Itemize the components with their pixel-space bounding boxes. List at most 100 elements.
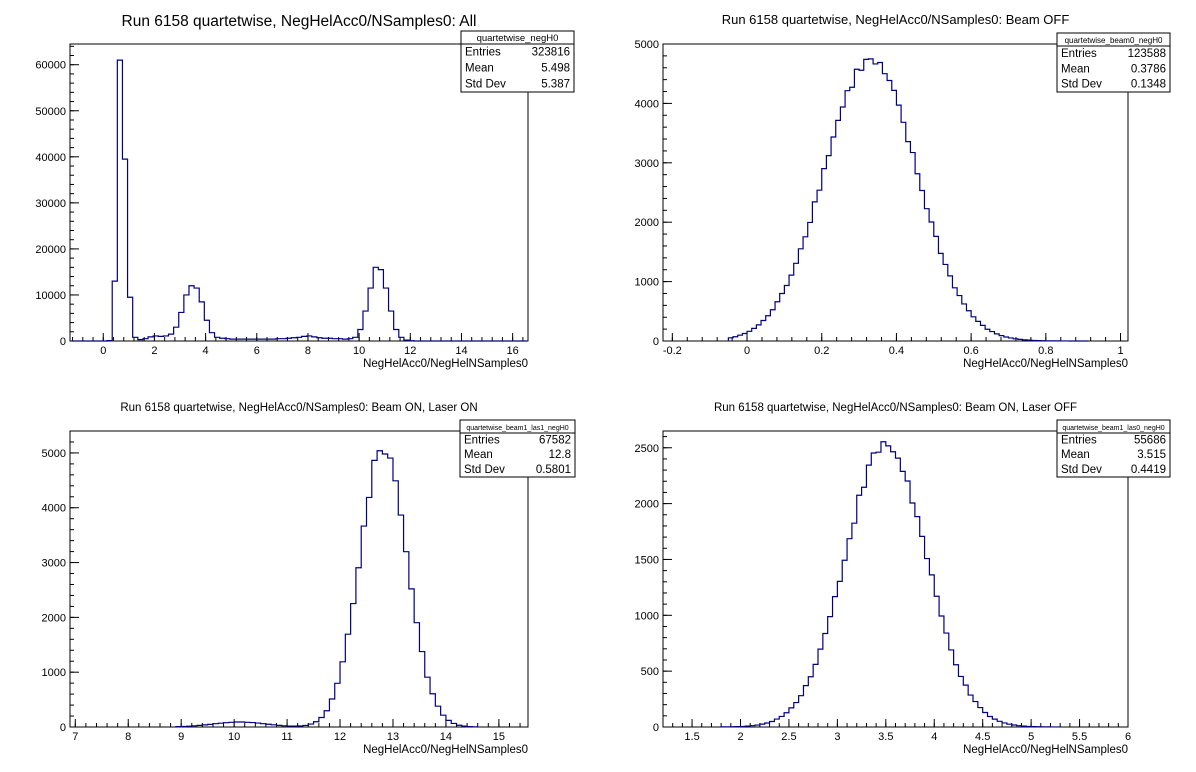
stats-label-entries: Entries	[1061, 435, 1097, 447]
stats-value-entries: 123588	[1128, 48, 1166, 60]
y-tick-label: 20000	[35, 244, 66, 256]
x-axis-label: NegHelAcc0/NegHelNSamples0	[963, 358, 1128, 370]
y-tick-label: 4000	[42, 503, 66, 515]
x-tick-label: 10	[228, 731, 240, 743]
x-tick-label: 14	[455, 345, 467, 357]
panel-title: Run 6158 quartetwise, NegHelAcc0/NSample…	[722, 12, 1070, 27]
x-tick-label: -0.2	[663, 345, 682, 357]
y-tick-label: 4000	[635, 98, 659, 110]
stats-value-entries: 323816	[532, 47, 570, 59]
x-tick-label: 7	[72, 731, 78, 743]
stats-label-mean: Mean	[464, 449, 493, 461]
stats-box-frame	[1056, 32, 1171, 93]
histogram-panel-1: Run 6158 quartetwise, NegHelAcc0/NSample…	[35, 13, 575, 370]
x-tick-label: 5.5	[1072, 731, 1087, 743]
panel-title: Run 6158 quartetwise, NegHelAcc0/NSample…	[120, 402, 477, 414]
histogram-panel-3: Run 6158 quartetwise, NegHelAcc0/NSample…	[42, 402, 576, 756]
histogram-series	[175, 450, 479, 728]
x-tick-label: 5	[1028, 731, 1034, 743]
x-tick-label: 1.5	[684, 731, 699, 743]
histogram-panel-2: Run 6158 quartetwise, NegHelAcc0/NSample…	[635, 12, 1171, 370]
stats-name: quartetwise_negH0	[477, 33, 559, 44]
x-tick-label: 0.2	[814, 345, 829, 357]
stats-box: quartetwise_beam0_negH0 Entries 123588 Mean…	[1056, 32, 1171, 93]
panel-title: Run 6158 quartetwise, NegHelAcc0/NSample…	[714, 402, 1077, 414]
x-tick-label: 15	[493, 731, 505, 743]
stats-value-std_dev: 0.4419	[1131, 464, 1166, 476]
x-tick-label: 4.5	[975, 731, 990, 743]
histogram-series	[71, 59, 527, 342]
y-tick-label: 10000	[35, 290, 66, 302]
x-tick-label: 12	[334, 731, 346, 743]
stats-box-frame	[459, 419, 576, 478]
stats-value-entries: 55686	[1134, 435, 1166, 447]
y-tick-label: 1000	[635, 277, 659, 289]
y-tick-label: 2500	[635, 443, 659, 455]
stats-box: quartetwise_beam1_las0_negH0 Entries 55686…	[1056, 419, 1171, 478]
y-tick-label: 3000	[42, 558, 66, 570]
x-tick-label: 3	[834, 731, 840, 743]
x-axis-label: NegHelAcc0/NegHelNSamples0	[963, 744, 1128, 756]
y-tick-label: 500	[641, 666, 659, 678]
stats-name: quartetwise_beam1_las1_negH0	[466, 425, 568, 432]
x-tick-label: 8	[125, 731, 131, 743]
y-tick-label: 0	[60, 722, 66, 734]
stats-label-entries: Entries	[464, 435, 500, 447]
histogram-panel-4: Run 6158 quartetwise, NegHelAcc0/NSample…	[635, 402, 1171, 756]
panel-title: Run 6158 quartetwise, NegHelAcc0/NSample…	[122, 13, 477, 30]
x-tick-label: 0	[744, 345, 750, 357]
stats-label-mean: Mean	[465, 63, 494, 75]
stats-label-std_dev: Std Dev	[1061, 79, 1102, 91]
y-tick-label: 1000	[635, 610, 659, 622]
plot-frame	[69, 43, 529, 342]
x-tick-label: 10	[353, 345, 365, 357]
x-tick-label: 14	[440, 731, 452, 743]
y-tick-label: 5000	[42, 448, 66, 460]
x-tick-label: 6	[254, 345, 260, 357]
histogram-series	[720, 441, 1061, 728]
y-tick-label: 2000	[42, 612, 66, 624]
stats-value-mean: 3.515	[1137, 449, 1166, 461]
stats-label-std_dev: Std Dev	[464, 464, 505, 476]
x-tick-label: 12	[404, 345, 416, 357]
histogram-series	[727, 58, 1089, 342]
x-tick-label: 16	[507, 345, 519, 357]
y-tick-label: 1000	[42, 667, 66, 679]
x-tick-label: 0.8	[1038, 345, 1053, 357]
stats-value-mean: 12.8	[549, 449, 571, 461]
x-tick-label: 8	[305, 345, 311, 357]
x-tick-label: 4	[203, 345, 209, 357]
stats-value-std_dev: 0.1348	[1131, 79, 1166, 91]
stats-box-frame	[460, 30, 575, 93]
x-axis-label: NegHelAcc0/NegHelNSamples0	[363, 744, 528, 756]
stats-label-mean: Mean	[1061, 63, 1090, 75]
stats-label-std_dev: Std Dev	[465, 79, 506, 91]
x-tick-label: 0	[100, 345, 106, 357]
stats-value-mean: 5.498	[541, 63, 570, 75]
y-tick-label: 2000	[635, 499, 659, 511]
plot-frame	[69, 430, 529, 728]
stats-label-mean: Mean	[1061, 449, 1090, 461]
y-tick-label: 3000	[635, 158, 659, 170]
stats-name: quartetwise_beam0_negH0	[1065, 36, 1163, 45]
stats-box-frame	[1056, 419, 1171, 478]
stats-value-mean: 0.3786	[1131, 63, 1166, 75]
y-tick-label: 0	[653, 336, 659, 348]
y-tick-label: 5000	[635, 39, 659, 51]
plot-frame	[662, 43, 1129, 342]
x-tick-label: 6	[1125, 731, 1131, 743]
x-tick-label: 2	[737, 731, 743, 743]
stats-name: quartetwise_beam1_las0_negH0	[1062, 425, 1164, 432]
stats-value-std_dev: 5.387	[541, 79, 570, 91]
stats-label-entries: Entries	[465, 47, 501, 59]
x-tick-label: 0.6	[963, 345, 978, 357]
x-tick-label: 4	[931, 731, 937, 743]
x-tick-label: 1	[1117, 345, 1123, 357]
x-tick-label: 0.4	[889, 345, 904, 357]
y-tick-label: 60000	[35, 60, 66, 72]
x-tick-label: 2.5	[781, 731, 796, 743]
y-tick-label: 0	[60, 336, 66, 348]
stats-box: quartetwise_negH0 Entries 323816 Mean 5.498 S…	[460, 30, 575, 93]
y-tick-label: 1500	[635, 554, 659, 566]
